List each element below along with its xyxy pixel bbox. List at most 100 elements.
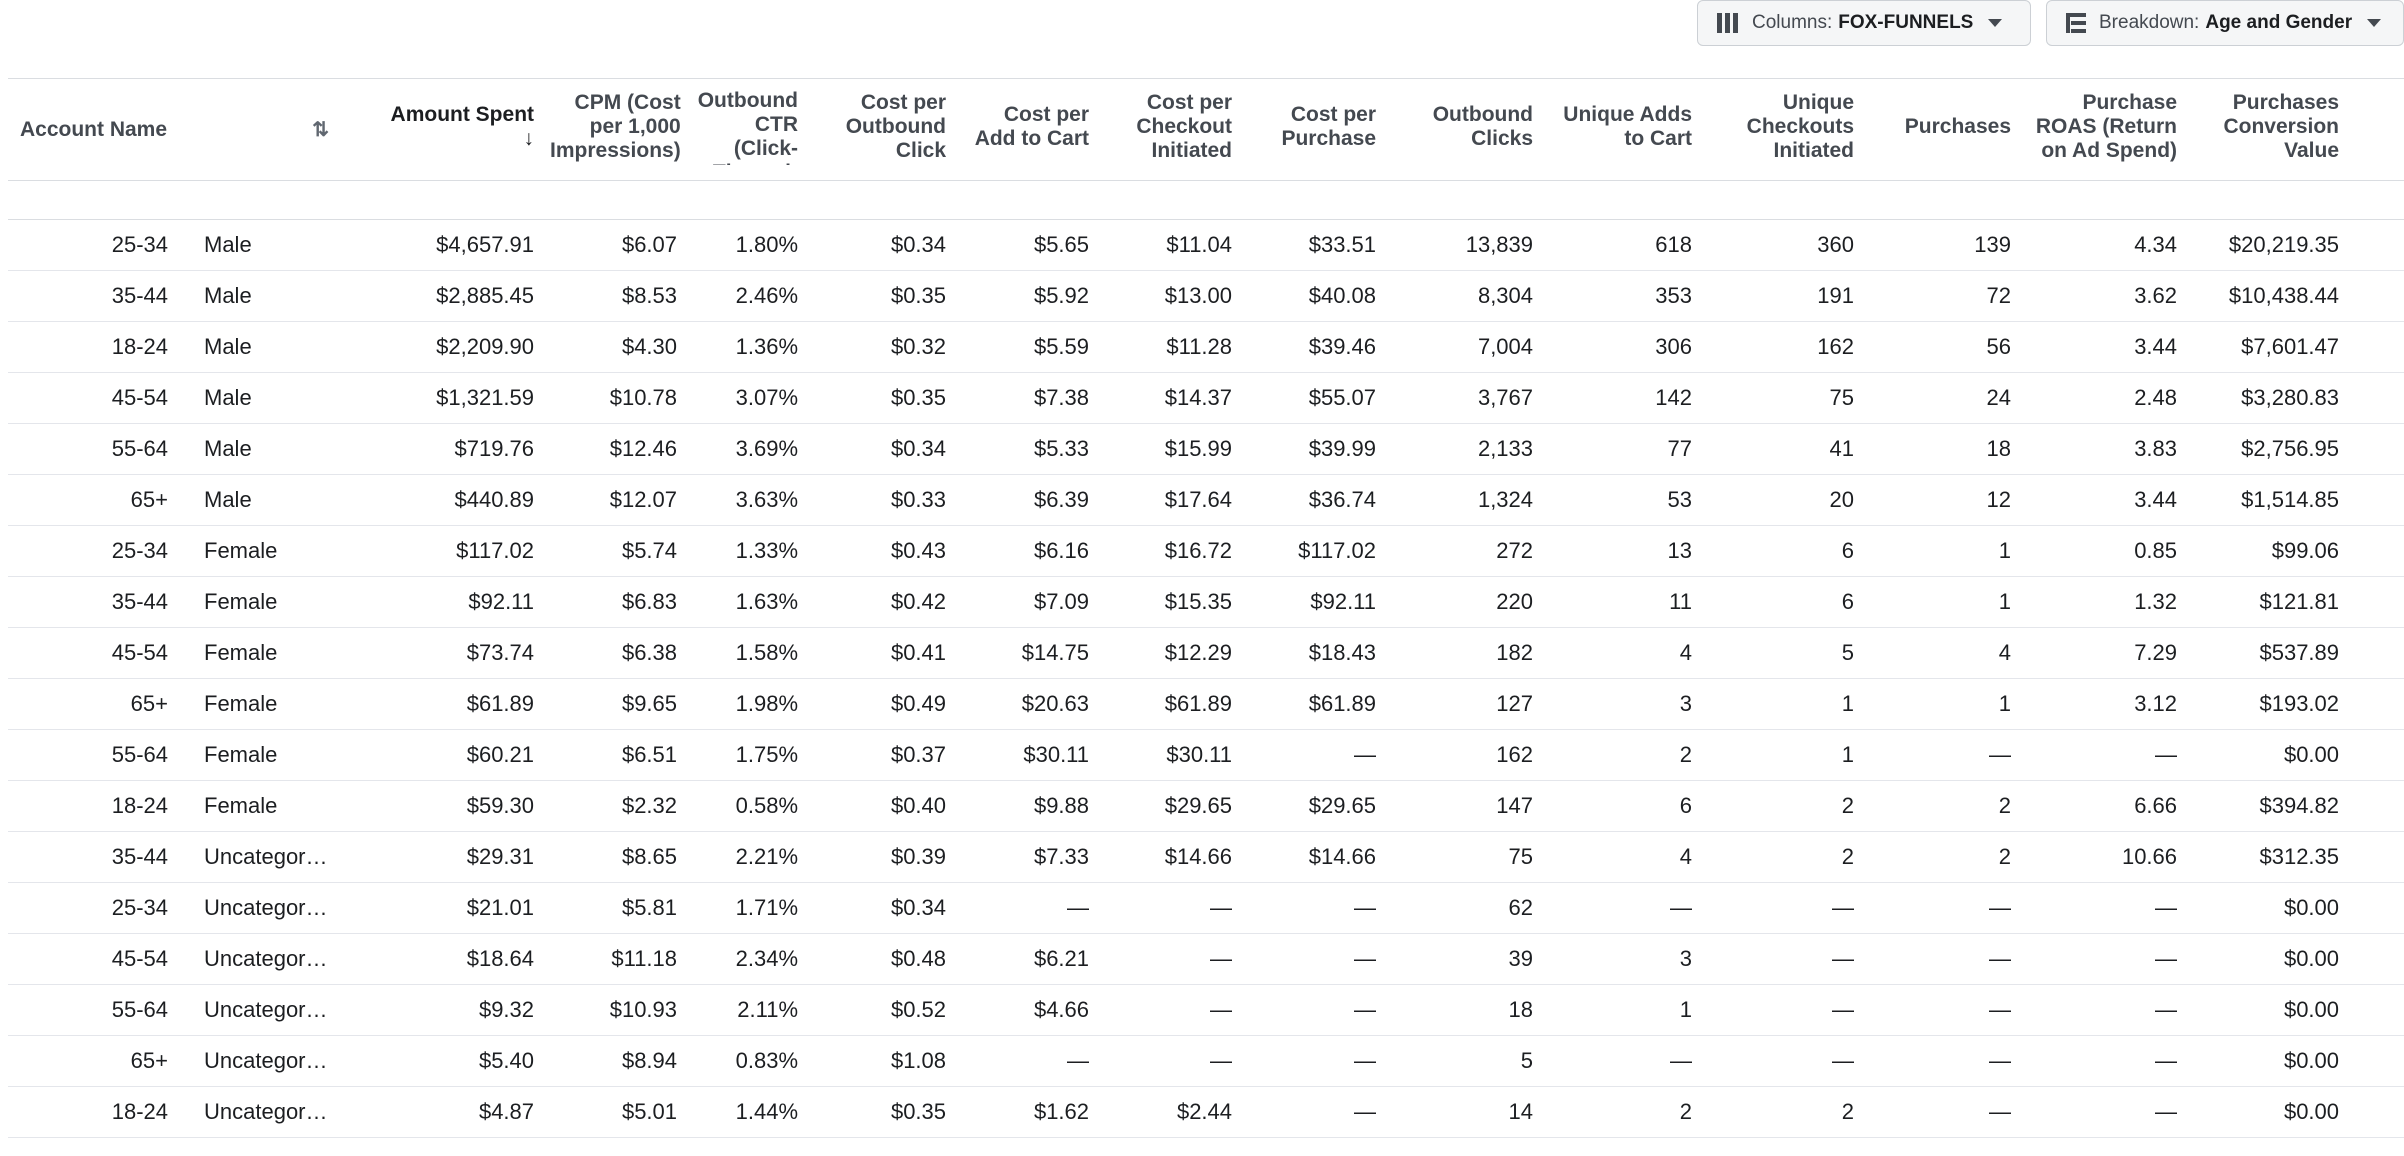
cell-cost-per-purchase: $61.89 [1244, 678, 1389, 730]
cell-outbound-clicks: 3,767 [1388, 372, 1546, 424]
cell-unique-checkouts: 2 [1704, 1086, 1867, 1138]
cell-cost-per-add-to-cart: $5.65 [958, 219, 1102, 271]
cell-outbound-clicks: 5 [1388, 1035, 1546, 1087]
cell-cost-per-outbound-click: $0.34 [810, 423, 959, 475]
cell-unique-checkouts: 5 [1704, 627, 1867, 679]
cell-purchase-roas: 3.12 [2023, 678, 2190, 730]
cell-cost-per-outbound-click: $0.37 [810, 729, 959, 781]
table-row[interactable]: 25-34 Uncategor… $21.01 $5.81 1.71% $0.34— — —6… [8, 882, 2404, 934]
columns-value: FOX-FUNNELS [1838, 12, 1974, 33]
table-row[interactable]: 18-24 Uncategor… $4.87 $5.01 1.44% $0.35 $1.62… [8, 1086, 2404, 1138]
breakdown-icon [2065, 12, 2087, 34]
cell-cpm: $5.81 [546, 882, 690, 934]
header-conversion-value[interactable]: Purchases Conversion Value [2189, 78, 2352, 181]
header-outbound-ctr[interactable]: Outbound CTR (Click-Through Rate) [689, 78, 811, 181]
cell-gender: Male [188, 219, 384, 271]
cell-outbound-clicks: 7,004 [1388, 321, 1546, 373]
cell-unique-adds-to-cart: 142 [1545, 372, 1705, 424]
cell-unique-adds-to-cart: 353 [1545, 270, 1705, 322]
header-purchases[interactable]: Purchases [1866, 78, 2024, 181]
cell-filler [2351, 984, 2404, 1036]
cell-amount-spent: $440.89 [383, 474, 547, 526]
cell-unique-checkouts: 360 [1704, 219, 1867, 271]
cell-cpm: $4.30 [546, 321, 690, 373]
table-row[interactable]: 65+ Uncategor… $5.40 $8.94 0.83% $1.08— — —5— — —… [8, 1035, 2404, 1087]
cell-cost-per-add-to-cart: $9.88 [958, 780, 1102, 832]
cell-unique-checkouts: 191 [1704, 270, 1867, 322]
cell-unique-checkouts: 1 [1704, 729, 1867, 781]
cell-cost-per-checkout: — [1101, 1035, 1245, 1087]
header-cost-per-checkout[interactable]: Cost per Checkout Initiated [1101, 78, 1245, 181]
cell-gender: Uncategor… [188, 933, 384, 985]
header-purchase-roas[interactable]: Purchase ROAS (Return on Ad Spend) [2023, 78, 2190, 181]
table-row[interactable]: 25-34 Male $4,657.91 $6.07 1.80% $0.34 $5.65 $1… [8, 219, 2404, 271]
cell-cost-per-add-to-cart: $4.66 [958, 984, 1102, 1036]
header-cpm[interactable]: CPM (Cost per 1,000 Impressions) [546, 78, 690, 181]
header-cost-per-outbound-click[interactable]: Cost per Outbound Click [810, 78, 959, 181]
cell-outbound-ctr: 1.63% [689, 576, 811, 628]
table-row[interactable]: 55-64 Uncategor… $9.32 $10.93 2.11% $0.52 $4.6… [8, 984, 2404, 1036]
table-row[interactable]: 45-54 Male $1,321.59 $10.78 3.07% $0.35 $7.38 $… [8, 372, 2404, 424]
cell-unique-adds-to-cart: 77 [1545, 423, 1705, 475]
header-conversion-value-label: Purchases Conversion Value [2223, 90, 2340, 162]
cell-cpm: $6.83 [546, 576, 690, 628]
cell-outbound-ctr: 1.33% [689, 525, 811, 577]
header-outbound-clicks[interactable]: Outbound Clicks [1388, 78, 1546, 181]
table-row[interactable]: 35-44 Male $2,885.45 $8.53 2.46% $0.35 $5.92 $1… [8, 270, 2404, 322]
cell-outbound-ctr: 0.58% [689, 780, 811, 832]
cell-cost-per-add-to-cart: $6.21 [958, 933, 1102, 985]
table-row[interactable]: 45-54 Uncategor… $18.64 $11.18 2.34% $0.48 $6.… [8, 933, 2404, 985]
header-cost-per-outbound-click-label: Cost per Outbound Click [845, 90, 947, 162]
breakdown-dropdown-button[interactable]: Breakdown: Age and Gender [2046, 0, 2404, 46]
table-row[interactable]: 55-64 Female $60.21 $6.51 1.75% $0.37 $30.11 $3… [8, 729, 2404, 781]
header-cost-per-add-to-cart[interactable]: Cost per Add to Cart [958, 78, 1102, 181]
cell-purchases: 1 [1866, 576, 2024, 628]
cell-outbound-clicks: 14 [1388, 1086, 1546, 1138]
cell-amount-spent: $18.64 [383, 933, 547, 985]
cell-gender: Male [188, 321, 384, 373]
cell-cpm: $5.01 [546, 1086, 690, 1138]
cell-unique-checkouts: — [1704, 933, 1867, 985]
table-row[interactable]: 65+ Male $440.89 $12.07 3.63% $0.33 $6.39 $17.6… [8, 474, 2404, 526]
cell-cost-per-add-to-cart: $7.33 [958, 831, 1102, 883]
cell-cost-per-purchase: $92.11 [1244, 576, 1389, 628]
columns-dropdown-button[interactable]: Columns: FOX-FUNNELS [1697, 0, 2031, 46]
cell-outbound-clicks: 2,133 [1388, 423, 1546, 475]
cell-cost-per-outbound-click: $0.33 [810, 474, 959, 526]
table-row[interactable]: 35-44 Female $92.11 $6.83 1.63% $0.42 $7.09 $15… [8, 576, 2404, 628]
cell-filler [2351, 933, 2404, 985]
sort-toggle-icon[interactable]: ⇅ [312, 118, 330, 141]
cell-age: 25-34 [8, 219, 188, 271]
cell-filler [2351, 219, 2404, 271]
cell-outbound-ctr: 1.75% [689, 729, 811, 781]
cell-outbound-ctr: 1.36% [689, 321, 811, 373]
cell-cost-per-checkout: $14.66 [1101, 831, 1245, 883]
header-unique-adds-to-cart[interactable]: Unique Adds to Cart [1545, 78, 1705, 181]
table-row[interactable]: 55-64 Male $719.76 $12.46 3.69% $0.34 $5.33 $15… [8, 423, 2404, 475]
table-row[interactable]: 18-24 Female $59.30 $2.32 0.58% $0.40 $9.88 $29… [8, 780, 2404, 832]
cell-cpm: $10.78 [546, 372, 690, 424]
cell-unique-adds-to-cart: 3 [1545, 933, 1705, 985]
header-filler [2351, 78, 2404, 181]
cell-filler [2351, 627, 2404, 679]
header-account-name[interactable]: Account Name ⇅ [8, 78, 384, 181]
cell-purchase-roas: 3.44 [2023, 474, 2190, 526]
header-outbound-ctr-label: Outbound CTR (Click-Through Rate) [697, 88, 799, 165]
cell-gender: Uncategor… [188, 1035, 384, 1087]
cell-cost-per-checkout: $30.11 [1101, 729, 1245, 781]
table-row[interactable]: 25-34 Female $117.02 $5.74 1.33% $0.43 $6.16 $1… [8, 525, 2404, 577]
cell-age: 65+ [8, 1035, 188, 1087]
header-cost-per-purchase[interactable]: Cost per Purchase [1244, 78, 1389, 181]
table-row[interactable]: 45-54 Female $73.74 $6.38 1.58% $0.41 $14.75 $1… [8, 627, 2404, 679]
spacer-cell [8, 180, 2404, 220]
table-row[interactable]: 65+ Female $61.89 $9.65 1.98% $0.49 $20.63 $61.… [8, 678, 2404, 730]
table-row[interactable]: 18-24 Male $2,209.90 $4.30 1.36% $0.32 $5.59 $1… [8, 321, 2404, 373]
header-amount-spent[interactable]: Amount Spent ↓ [383, 78, 547, 181]
cell-amount-spent: $73.74 [383, 627, 547, 679]
header-unique-checkouts[interactable]: Unique Checkouts Initiated [1704, 78, 1867, 181]
cell-outbound-clicks: 272 [1388, 525, 1546, 577]
cell-amount-spent: $719.76 [383, 423, 547, 475]
table-row[interactable]: 35-44 Uncategor… $29.31 $8.65 2.21% $0.39 $7.3… [8, 831, 2404, 883]
cell-conversion-value: $121.81 [2189, 576, 2352, 628]
cell-cost-per-checkout: $17.64 [1101, 474, 1245, 526]
